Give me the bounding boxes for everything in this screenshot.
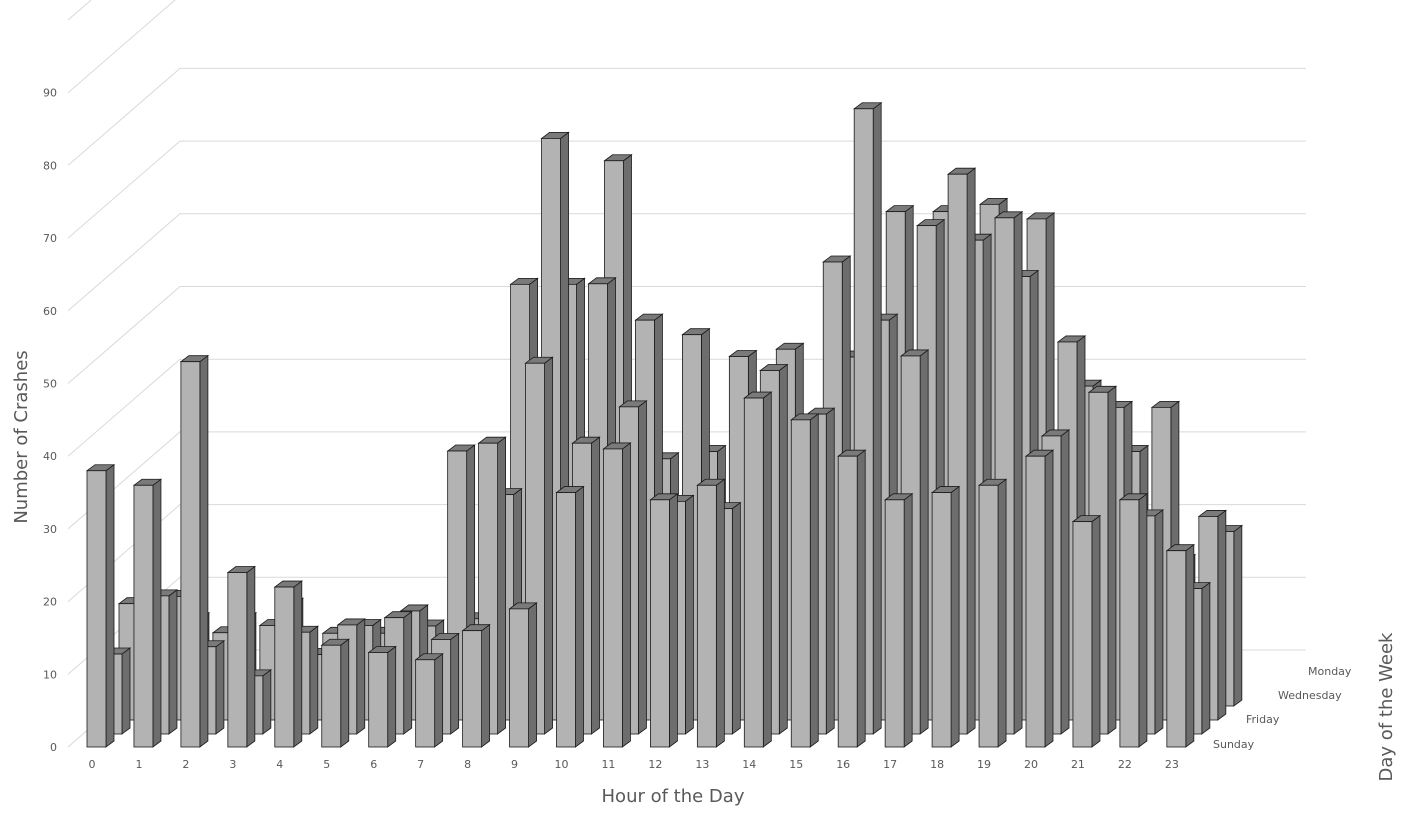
y-tick-label: 10 bbox=[43, 668, 57, 681]
x-tick-label: 22 bbox=[1118, 758, 1132, 771]
depth-axis-label: Sunday bbox=[1213, 738, 1255, 751]
bar bbox=[273, 580, 303, 748]
x-tick-label: 0 bbox=[89, 758, 96, 771]
y-tick-label: 80 bbox=[43, 159, 57, 172]
bar bbox=[602, 442, 632, 748]
bar bbox=[930, 485, 961, 748]
x-axis-title: Hour of the Day bbox=[602, 786, 745, 807]
x-tick-label: 6 bbox=[370, 758, 377, 771]
y-tick-label: 60 bbox=[43, 305, 57, 318]
x-tick-label: 3 bbox=[229, 758, 236, 771]
bar bbox=[414, 652, 444, 748]
bar bbox=[883, 493, 914, 748]
depth-axis-title: Day of the Week bbox=[1376, 632, 1397, 781]
bar bbox=[977, 478, 1008, 748]
bar bbox=[696, 478, 726, 748]
y-axis-title: Number of Crashes bbox=[11, 350, 32, 523]
bar bbox=[179, 354, 210, 748]
gridline bbox=[67, 67, 1306, 166]
bar bbox=[508, 602, 538, 748]
bar bbox=[226, 565, 257, 748]
y-tick-label: 50 bbox=[43, 378, 57, 391]
x-tick-label: 16 bbox=[836, 758, 850, 771]
bar bbox=[743, 391, 773, 748]
x-tick-label: 19 bbox=[977, 758, 991, 771]
bar bbox=[649, 493, 679, 748]
bar bbox=[1071, 514, 1102, 748]
gridline bbox=[67, 0, 176, 94]
bar bbox=[555, 485, 585, 748]
bar bbox=[367, 645, 397, 748]
x-tick-label: 15 bbox=[789, 758, 803, 771]
gridline bbox=[67, 213, 1306, 312]
bar bbox=[132, 478, 163, 748]
x-tick-label: 21 bbox=[1071, 758, 1085, 771]
x-tick-label: 4 bbox=[276, 758, 283, 771]
x-tick-label: 9 bbox=[511, 758, 518, 771]
x-tick-label: 12 bbox=[648, 758, 662, 771]
depth-axis-label: Monday bbox=[1308, 665, 1352, 678]
x-tick-label: 2 bbox=[182, 758, 189, 771]
gridline bbox=[67, 140, 1306, 239]
y-tick-label: 70 bbox=[43, 232, 57, 245]
x-tick-label: 13 bbox=[695, 758, 709, 771]
x-tick-label: 17 bbox=[883, 758, 897, 771]
x-tick-label: 23 bbox=[1165, 758, 1179, 771]
x-tick-label: 20 bbox=[1024, 758, 1038, 771]
x-tick-label: 5 bbox=[323, 758, 330, 771]
depth-axis-label: Wednesday bbox=[1278, 689, 1342, 702]
x-tick-label: 18 bbox=[930, 758, 944, 771]
y-tick-label: 20 bbox=[43, 596, 57, 609]
x-tick-label: 1 bbox=[135, 758, 142, 771]
bar bbox=[790, 413, 820, 748]
y-tick-label: 30 bbox=[43, 523, 57, 536]
bar bbox=[1118, 493, 1149, 748]
depth-axis-label: Friday bbox=[1246, 713, 1280, 726]
bar bbox=[320, 638, 350, 748]
bar bbox=[85, 463, 116, 748]
y-tick-label: 0 bbox=[50, 741, 57, 754]
y-tick-label: 90 bbox=[43, 87, 57, 100]
bar bbox=[1165, 543, 1196, 748]
x-tick-label: 11 bbox=[601, 758, 615, 771]
x-tick-label: 14 bbox=[742, 758, 756, 771]
x-tick-label: 10 bbox=[555, 758, 569, 771]
x-tick-label: 7 bbox=[417, 758, 424, 771]
y-tick-label: 40 bbox=[43, 450, 57, 463]
bar bbox=[837, 449, 867, 748]
x-tick-label: 8 bbox=[464, 758, 471, 771]
gridline bbox=[67, 0, 92, 21]
bars bbox=[85, 101, 1244, 748]
bar bbox=[1024, 449, 1055, 748]
bar bbox=[461, 623, 491, 748]
